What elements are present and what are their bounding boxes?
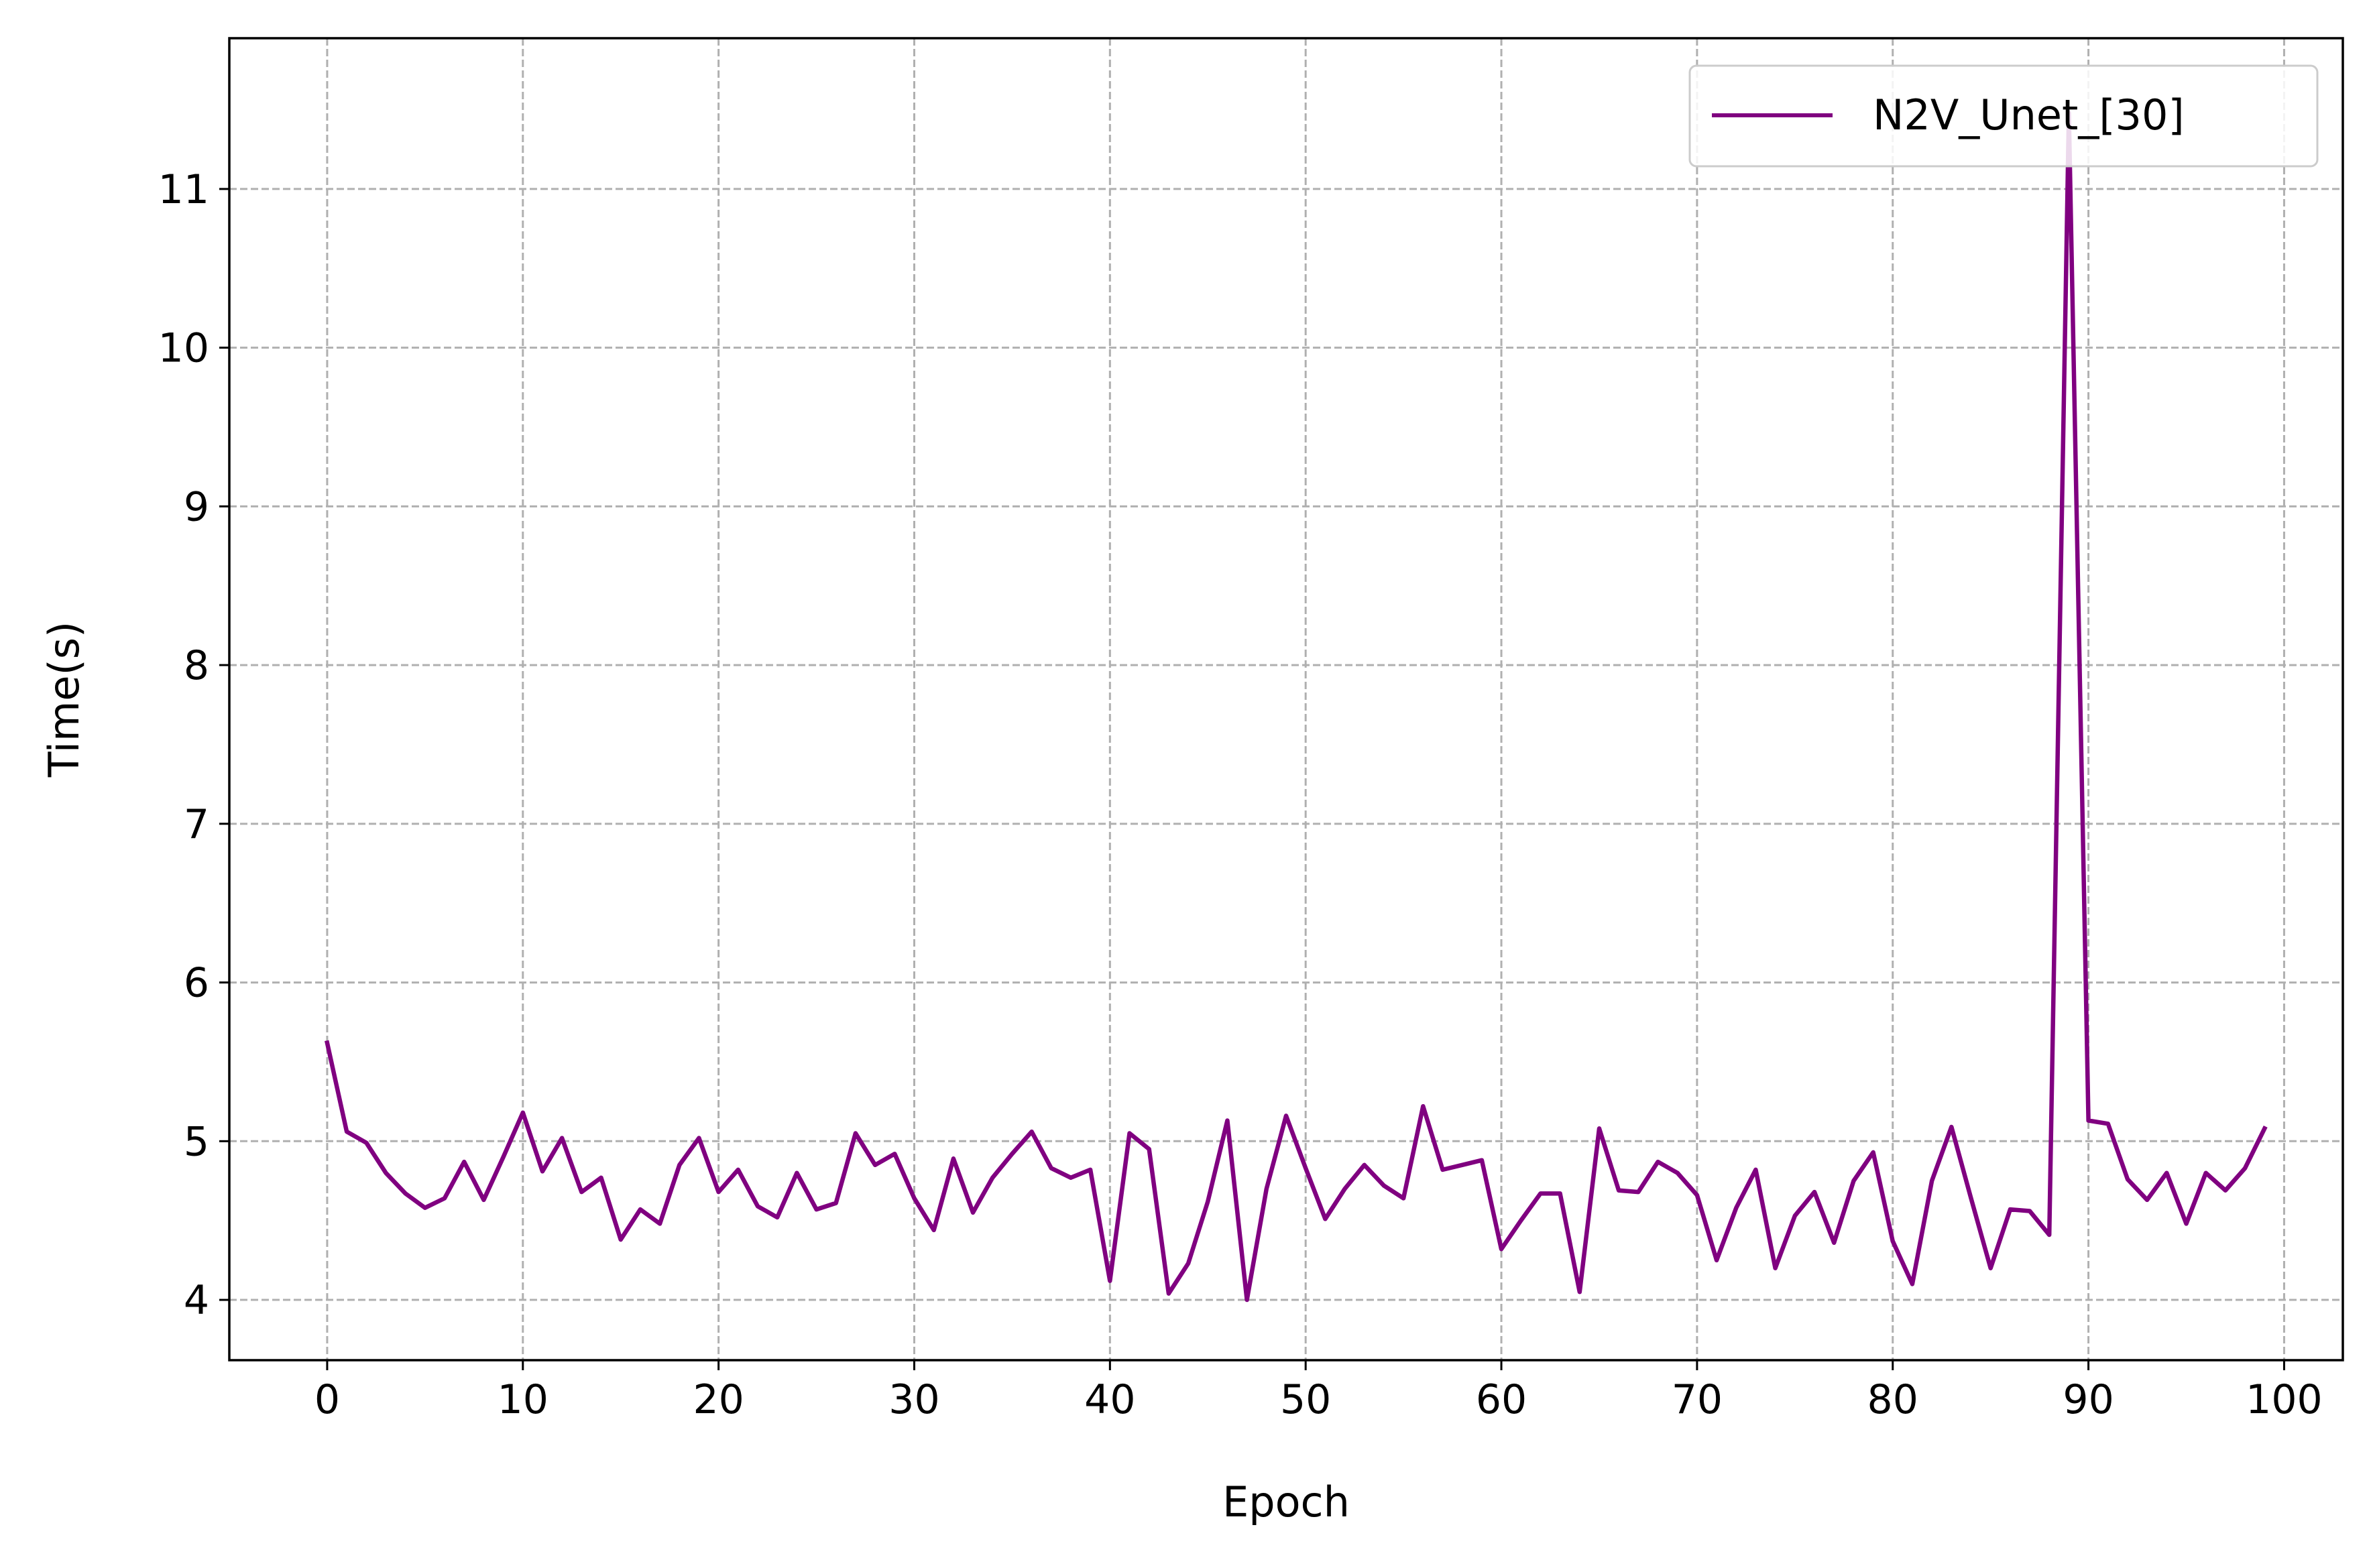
x-tick-label: 90 <box>2063 1376 2114 1423</box>
tick-layer: 0 10 20 30 40 50 60 70 80 90 100 4 5 6 7 8 9 10 11 <box>158 166 2323 1423</box>
y-axis-title: Time(s) <box>40 621 89 778</box>
series-line-0 <box>325 111 2268 1303</box>
x-tick-label: 50 <box>1280 1376 1331 1423</box>
y-tick-label: 6 <box>184 960 209 1007</box>
x-tick-label: 10 <box>498 1376 548 1423</box>
x-tick-label: 100 <box>2246 1376 2323 1423</box>
grid-layer <box>229 38 2343 1360</box>
x-axis-title: Epoch <box>1222 1477 1350 1526</box>
series-layer <box>325 111 2268 1303</box>
y-tick-label: 7 <box>184 801 209 848</box>
y-tick-label: 11 <box>158 166 209 213</box>
plot-frame <box>228 37 2344 1362</box>
x-tick-label: 40 <box>1084 1376 1135 1423</box>
legend-label: N2V_Unet_[30] <box>1873 91 2185 139</box>
legend-box <box>1688 64 2319 168</box>
y-tick-label: 4 <box>184 1277 209 1324</box>
x-tick-label: 0 <box>314 1376 340 1423</box>
x-tick-label: 20 <box>693 1376 744 1423</box>
y-tick-label: 5 <box>184 1118 209 1165</box>
legend: N2V_Unet_[30] <box>1688 64 2319 168</box>
y-tick-label: 8 <box>184 642 209 689</box>
x-tick-label: 70 <box>1672 1376 1723 1423</box>
y-tick-label: 9 <box>184 483 209 530</box>
y-tick-label: 10 <box>158 325 209 372</box>
x-tick-label: 30 <box>888 1376 939 1423</box>
x-tick-label: 80 <box>1867 1376 1918 1423</box>
x-tick-label: 60 <box>1476 1376 1527 1423</box>
